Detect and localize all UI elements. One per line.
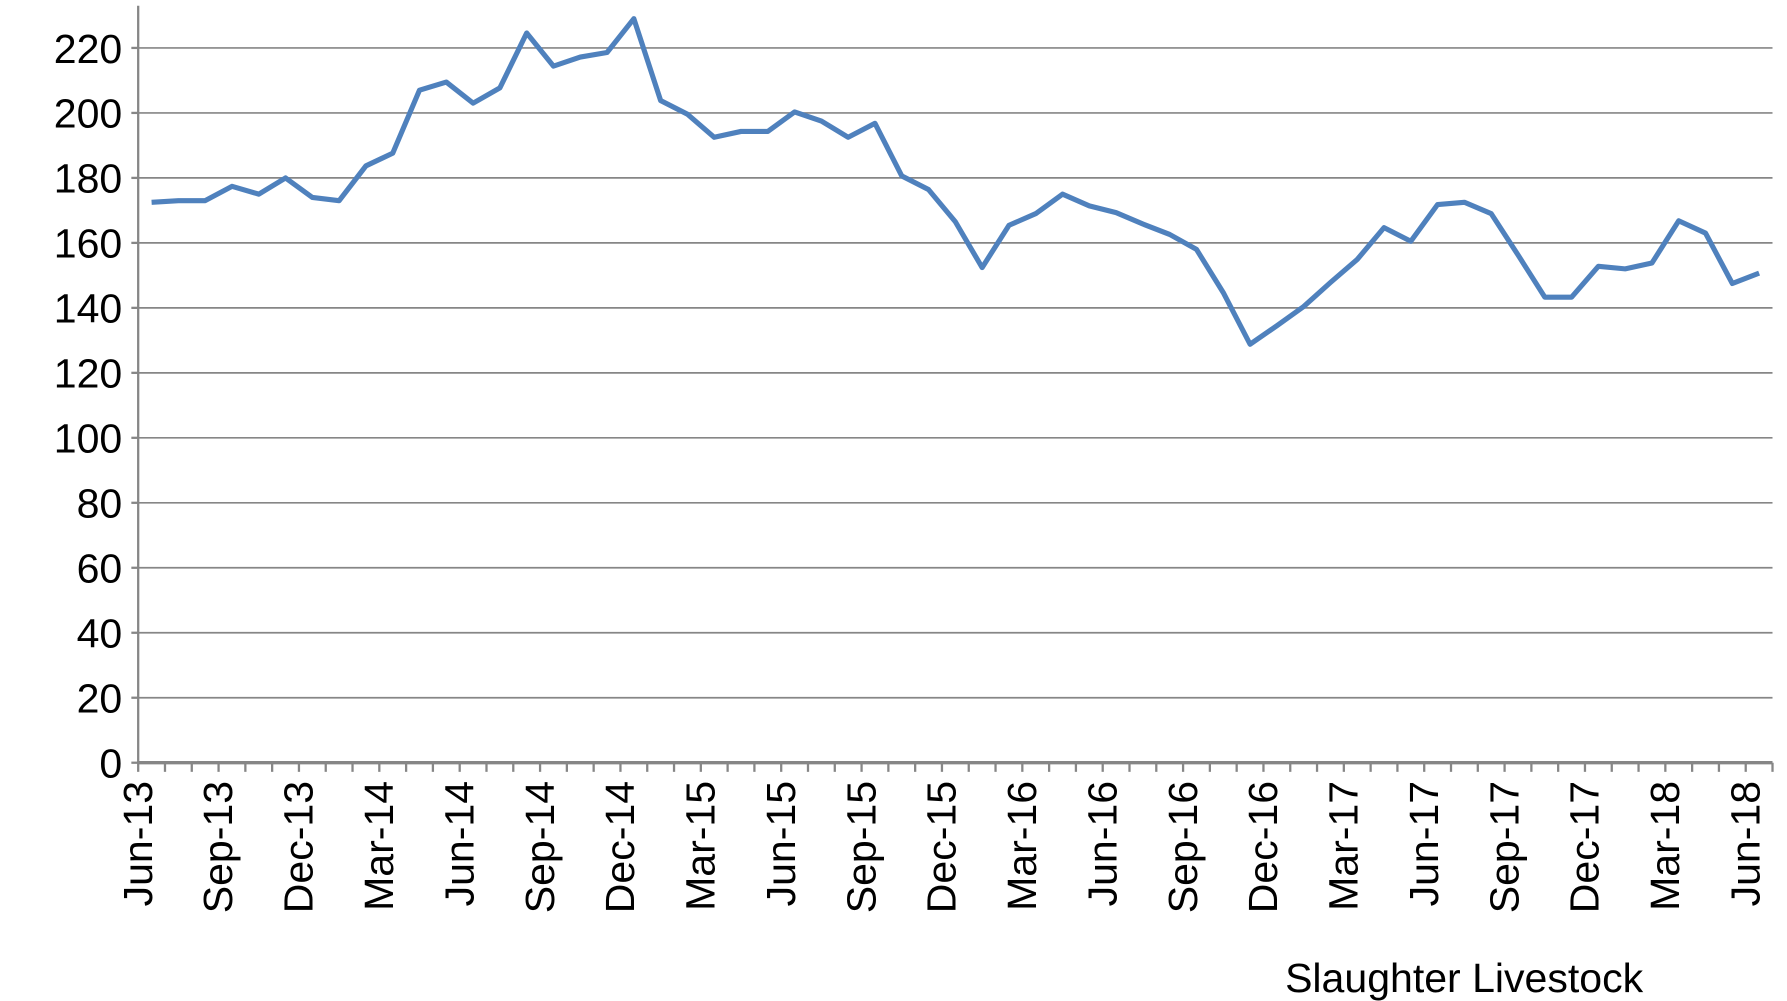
y-tick-label: 120 bbox=[54, 351, 122, 397]
x-tick-label: Dec-15 bbox=[919, 781, 965, 913]
data-line bbox=[151, 16, 1761, 347]
y-tick-label: 100 bbox=[54, 416, 122, 462]
x-tick-label: Jun-14 bbox=[436, 781, 482, 906]
x-tick-label: Jun-17 bbox=[1401, 781, 1447, 906]
x-tick-label: Mar-14 bbox=[356, 781, 402, 911]
x-tick-label: Mar-16 bbox=[999, 781, 1045, 911]
x-tick-label: Jun-13 bbox=[115, 781, 161, 906]
y-tick-label: 20 bbox=[77, 676, 123, 722]
y-tick-label: 200 bbox=[54, 91, 122, 137]
x-tick-label: Mar-15 bbox=[678, 781, 724, 911]
y-tick-label: 140 bbox=[54, 286, 122, 332]
x-tick-label: Jun-15 bbox=[758, 781, 804, 906]
x-tick-label: Dec-17 bbox=[1562, 781, 1608, 913]
y-tick-label: 60 bbox=[77, 546, 123, 592]
x-tick-label: Jun-16 bbox=[1079, 781, 1125, 906]
y-tick-label: 0 bbox=[99, 741, 122, 787]
x-tick-label: Dec-14 bbox=[597, 781, 643, 913]
y-tick-label: 160 bbox=[54, 221, 122, 267]
x-tick-label: Dec-13 bbox=[276, 781, 322, 913]
y-tick-label: 180 bbox=[54, 156, 122, 202]
x-tick-label: Jun-18 bbox=[1722, 781, 1768, 906]
y-tick-label: 80 bbox=[77, 481, 123, 527]
x-tick-label: Sep-13 bbox=[195, 781, 241, 913]
legend-label: Slaughter Livestock bbox=[1285, 955, 1644, 1001]
x-tick-label: Sep-17 bbox=[1481, 781, 1527, 913]
x-tick-label: Sep-15 bbox=[838, 781, 884, 913]
x-tick-label: Sep-16 bbox=[1160, 781, 1206, 913]
x-tick-label: Dec-16 bbox=[1240, 781, 1286, 913]
y-tick-label: 40 bbox=[77, 611, 123, 657]
x-tick-label: Mar-17 bbox=[1321, 781, 1367, 911]
y-tick-label: 220 bbox=[54, 26, 122, 72]
x-tick-label: Mar-18 bbox=[1642, 781, 1688, 911]
x-tick-label: Sep-14 bbox=[517, 781, 563, 913]
